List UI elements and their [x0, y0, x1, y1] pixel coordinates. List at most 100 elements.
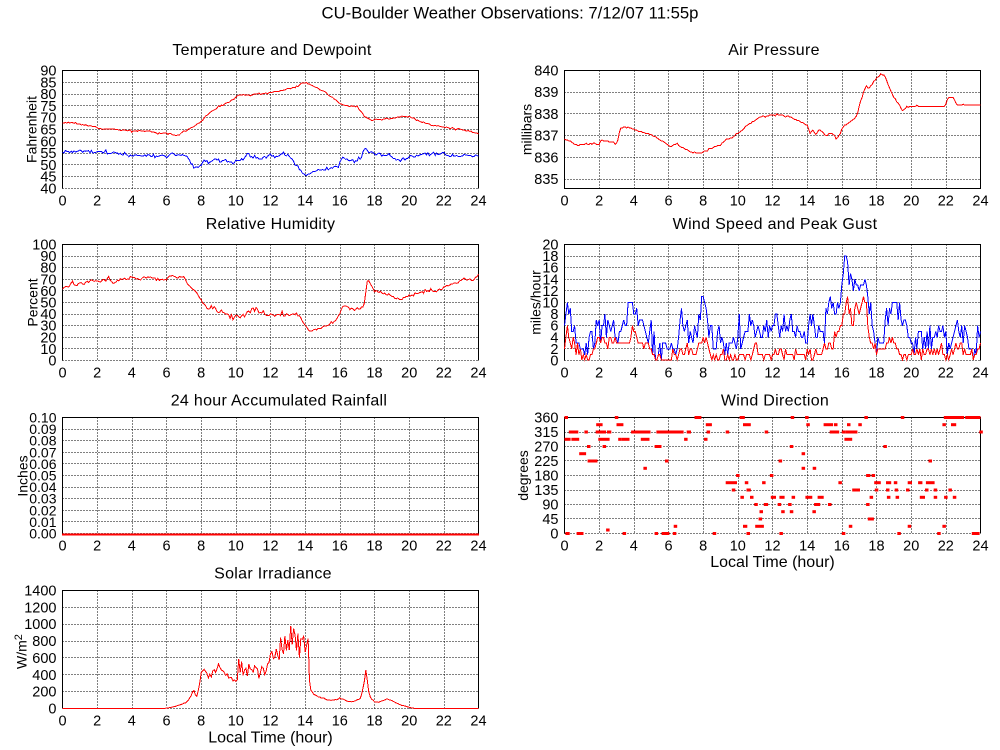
svg-text:836: 836	[534, 150, 558, 166]
svg-text:10: 10	[228, 539, 244, 555]
svg-text:225: 225	[534, 454, 558, 470]
svg-text:miles/hour: miles/hour	[528, 270, 544, 335]
svg-text:840: 840	[534, 64, 558, 80]
svg-text:50: 50	[40, 296, 56, 312]
svg-text:315: 315	[534, 425, 558, 441]
svg-text:18: 18	[366, 366, 382, 382]
svg-text:400: 400	[32, 668, 56, 684]
svg-text:Air Pressure: Air Pressure	[728, 42, 820, 59]
svg-text:1000: 1000	[24, 617, 56, 633]
svg-text:14: 14	[297, 366, 313, 382]
svg-text:22: 22	[938, 366, 954, 382]
svg-text:0.03: 0.03	[29, 491, 56, 507]
svg-text:12: 12	[764, 539, 780, 555]
svg-text:90: 90	[40, 64, 56, 80]
svg-text:24 hour Accumulated Rainfall: 24 hour Accumulated Rainfall	[171, 393, 388, 410]
svg-text:839: 839	[534, 85, 558, 101]
svg-text:45: 45	[542, 512, 558, 528]
svg-text:16: 16	[332, 366, 348, 382]
svg-text:0.00: 0.00	[29, 526, 56, 542]
svg-text:8: 8	[197, 714, 205, 730]
svg-text:2: 2	[595, 366, 603, 382]
svg-text:0.08: 0.08	[29, 433, 56, 449]
svg-text:2: 2	[93, 714, 101, 730]
svg-text:24: 24	[470, 366, 486, 382]
svg-text:4: 4	[550, 330, 558, 346]
svg-text:0: 0	[48, 354, 56, 370]
svg-text:18: 18	[542, 249, 558, 265]
svg-text:2: 2	[93, 194, 101, 210]
svg-text:6: 6	[162, 539, 170, 555]
svg-text:0: 0	[550, 527, 558, 543]
svg-text:24: 24	[470, 539, 486, 555]
svg-text:8: 8	[699, 539, 707, 555]
svg-text:0.09: 0.09	[29, 421, 56, 437]
svg-text:16: 16	[834, 366, 850, 382]
svg-text:800: 800	[32, 634, 56, 650]
svg-text:22: 22	[938, 194, 954, 210]
svg-text:24: 24	[470, 714, 486, 730]
svg-text:18: 18	[366, 194, 382, 210]
svg-text:8: 8	[699, 366, 707, 382]
svg-text:2: 2	[93, 539, 101, 555]
svg-text:6: 6	[162, 194, 170, 210]
svg-text:12: 12	[262, 714, 278, 730]
svg-text:14: 14	[799, 539, 815, 555]
svg-text:14: 14	[297, 714, 313, 730]
svg-text:838: 838	[534, 107, 558, 123]
svg-text:0.06: 0.06	[29, 456, 56, 472]
svg-text:70: 70	[40, 111, 56, 127]
svg-text:80: 80	[40, 87, 56, 103]
svg-text:10: 10	[730, 194, 746, 210]
svg-text:40: 40	[40, 307, 56, 323]
svg-text:8: 8	[197, 194, 205, 210]
svg-text:4: 4	[128, 539, 136, 555]
svg-text:40: 40	[40, 182, 56, 198]
svg-text:80: 80	[40, 261, 56, 277]
svg-text:0: 0	[550, 354, 558, 370]
svg-text:10: 10	[228, 714, 244, 730]
svg-text:835: 835	[534, 172, 558, 188]
svg-text:degrees: degrees	[515, 450, 531, 501]
svg-text:Solar Irradiance: Solar Irradiance	[214, 566, 332, 583]
svg-text:14: 14	[799, 194, 815, 210]
svg-text:180: 180	[534, 469, 558, 485]
svg-text:12: 12	[262, 539, 278, 555]
svg-text:8: 8	[197, 366, 205, 382]
svg-text:24: 24	[972, 539, 988, 555]
svg-text:24: 24	[470, 194, 486, 210]
svg-text:8: 8	[550, 307, 558, 323]
svg-text:Local Time (hour): Local Time (hour)	[710, 554, 835, 571]
svg-text:22: 22	[436, 366, 452, 382]
svg-text:0: 0	[560, 366, 568, 382]
svg-text:Relative Humidity: Relative Humidity	[206, 216, 336, 233]
svg-text:0.07: 0.07	[29, 444, 56, 460]
svg-text:CU-Boulder Weather Observation: CU-Boulder Weather Observations: 7/12/07…	[322, 4, 699, 23]
svg-text:2: 2	[93, 366, 101, 382]
svg-text:22: 22	[938, 539, 954, 555]
svg-text:6: 6	[162, 366, 170, 382]
svg-text:10: 10	[542, 296, 558, 312]
svg-text:600: 600	[32, 651, 56, 667]
svg-text:0: 0	[58, 714, 66, 730]
svg-text:10: 10	[40, 342, 56, 358]
svg-text:14: 14	[542, 272, 558, 288]
svg-text:200: 200	[32, 685, 56, 701]
svg-text:0.05: 0.05	[29, 468, 56, 484]
svg-text:45: 45	[40, 170, 56, 186]
svg-text:16: 16	[834, 539, 850, 555]
svg-text:14: 14	[297, 194, 313, 210]
svg-text:100: 100	[32, 238, 56, 254]
svg-text:12: 12	[764, 366, 780, 382]
svg-text:12: 12	[764, 194, 780, 210]
svg-text:Local Time (hour): Local Time (hour)	[208, 730, 333, 747]
svg-text:0: 0	[58, 366, 66, 382]
svg-text:65: 65	[40, 123, 56, 139]
svg-text:60: 60	[40, 134, 56, 150]
svg-text:Percent: Percent	[25, 278, 41, 326]
svg-text:60: 60	[40, 284, 56, 300]
svg-text:4: 4	[128, 194, 136, 210]
svg-text:18: 18	[868, 366, 884, 382]
svg-text:14: 14	[297, 539, 313, 555]
svg-text:4: 4	[630, 366, 638, 382]
